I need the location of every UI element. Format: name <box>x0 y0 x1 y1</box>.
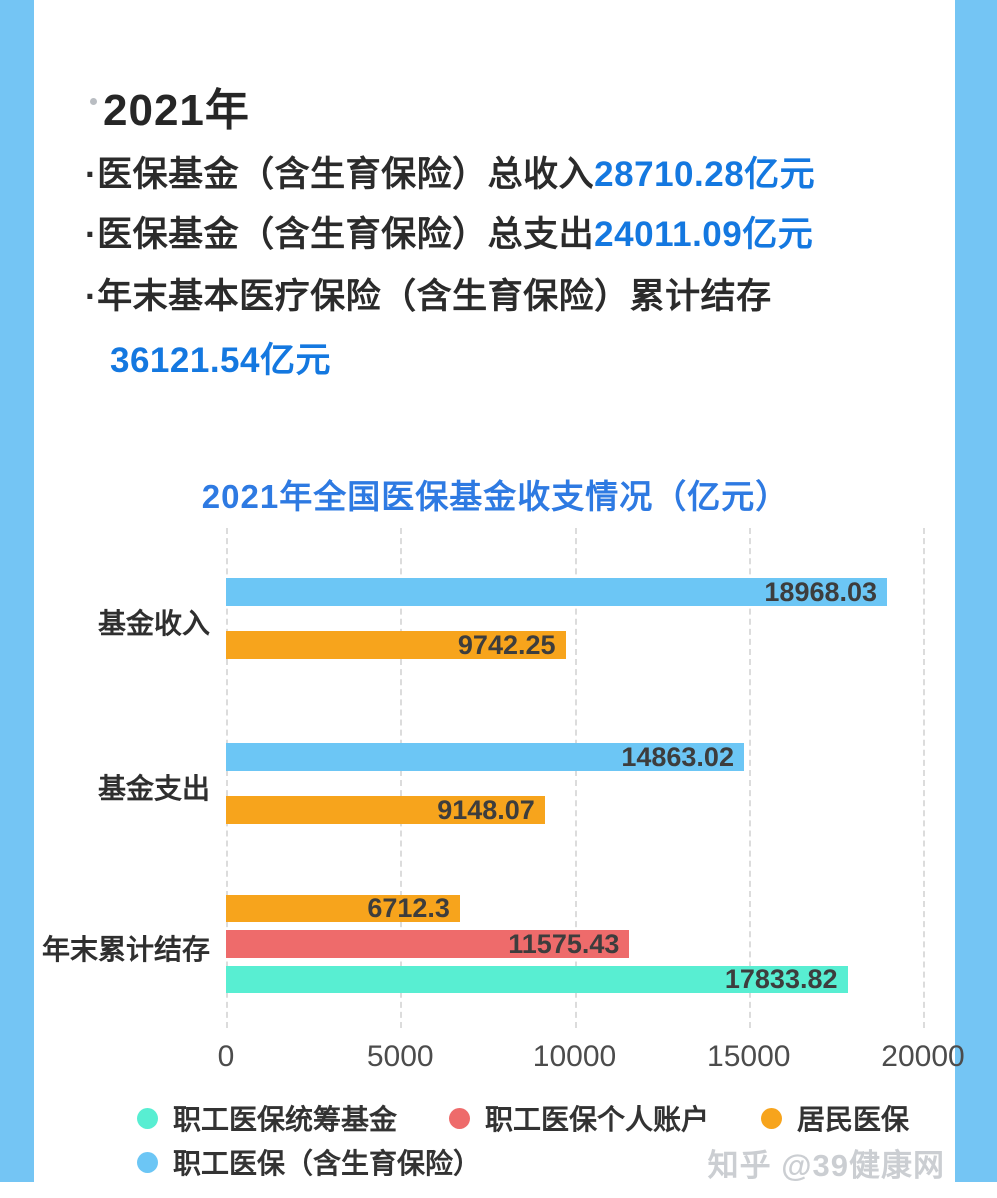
legend-item-职工医保统筹基金: 职工医保统筹基金 <box>137 1098 397 1138</box>
gridline-5000 <box>400 528 403 1028</box>
bullet: · <box>85 277 98 316</box>
legend-label: 居民医保 <box>797 1104 910 1135</box>
bar-chart-plot-area: 18968.03 9742.25 14863.02 9148.07 6712.3 1157… <box>226 528 925 1028</box>
summary-line-expense-label: 医保基金（含生育保险）总支出 <box>97 215 595 254</box>
category-label-基金支出: 基金支出 <box>97 773 210 804</box>
x-tick-20000: 20000 <box>881 1040 965 1073</box>
bar-职工医保统筹基金-年末累计结存: 17833.82 <box>226 964 848 994</box>
legend-dot-icon <box>761 1107 783 1129</box>
bar-value-label: 9148.07 <box>437 794 535 825</box>
bar-居民医保-基金支出: 9148.07 <box>226 794 545 825</box>
summary-line-income-label: 医保基金（含生育保险）总收入 <box>97 155 595 194</box>
heading-bullet-mark <box>90 98 97 105</box>
x-tick-15000: 15000 <box>707 1040 791 1073</box>
bar-value-label: 18968.03 <box>764 576 878 607</box>
right-frame-strip <box>955 0 997 1182</box>
bar-value-label: 11575.43 <box>508 928 620 959</box>
summary-line-carryover-label: 年末基本医疗保险（含生育保险）累计结存 <box>97 277 772 316</box>
bar-value-label: 9742.25 <box>457 629 556 660</box>
watermark: 知乎 @39健康网 <box>707 1148 945 1183</box>
chart-title: 2021年全国医保基金收支情况（亿元） <box>201 478 790 515</box>
bar-职工医保（含生育保险）-基金支出: 14863.02 <box>226 741 744 772</box>
summary-line-income: ·医保基金（含生育保险）总收入28710.28亿元 <box>85 146 815 197</box>
chart-legend-row-1: 职工医保统筹基金 职工医保个人账户 居民医保 <box>137 1098 909 1138</box>
x-tick-0: 0 <box>217 1040 235 1073</box>
legend-label: 职工医保个人账户 <box>485 1104 710 1135</box>
bullet: · <box>85 215 98 254</box>
legend-dot-icon <box>137 1151 158 1173</box>
x-tick-5000: 5000 <box>366 1040 434 1073</box>
summary-line-expense: ·医保基金（含生育保险）总支出24011.09亿元 <box>85 206 813 257</box>
bar-居民医保-基金收入: 9742.25 <box>226 629 566 660</box>
year-heading: 2021年 <box>103 86 250 135</box>
gridline-0 <box>226 528 228 1028</box>
summary-line-carryover: ·年末基本医疗保险（含生育保险）累计结存 <box>85 268 772 319</box>
legend-item-职工医保个人账户: 职工医保个人账户 <box>449 1098 709 1138</box>
legend-dot-icon <box>137 1107 158 1129</box>
bar-value-label: 14863.02 <box>621 741 734 772</box>
gridline-15000 <box>748 528 751 1028</box>
gridline-10000 <box>574 528 577 1028</box>
bar-value-label: 17833.82 <box>724 964 838 994</box>
summary-carryover-value: 36121.54亿元 <box>110 341 331 380</box>
x-tick-10000: 10000 <box>532 1040 617 1073</box>
left-frame-strip <box>0 0 34 1182</box>
legend-item-职工医保（含生育保险）: 职工医保（含生育保险） <box>137 1142 481 1182</box>
bullet: · <box>85 155 98 194</box>
summary-line-income-value: 28710.28亿元 <box>594 155 816 194</box>
chart-legend-row-2: 职工医保（含生育保险） <box>137 1142 481 1182</box>
bar-value-label: 6712.3 <box>367 893 450 923</box>
legend-dot-icon <box>449 1107 471 1129</box>
legend-item-居民医保: 居民医保 <box>761 1098 909 1138</box>
summary-line-expense-value: 24011.09亿元 <box>594 215 814 254</box>
category-label-年末累计结存: 年末累计结存 <box>41 934 210 965</box>
bar-居民医保-年末累计结存: 6712.3 <box>226 893 460 923</box>
legend-label: 职工医保（含生育保险） <box>173 1148 482 1179</box>
category-label-基金收入: 基金收入 <box>97 608 210 639</box>
gridline-20000 <box>923 528 925 1028</box>
bar-职工医保个人账户-年末累计结存: 11575.43 <box>226 928 630 959</box>
bar-职工医保（含生育保险）-基金收入: 18968.03 <box>226 576 888 607</box>
legend-label: 职工医保统筹基金 <box>173 1104 398 1135</box>
